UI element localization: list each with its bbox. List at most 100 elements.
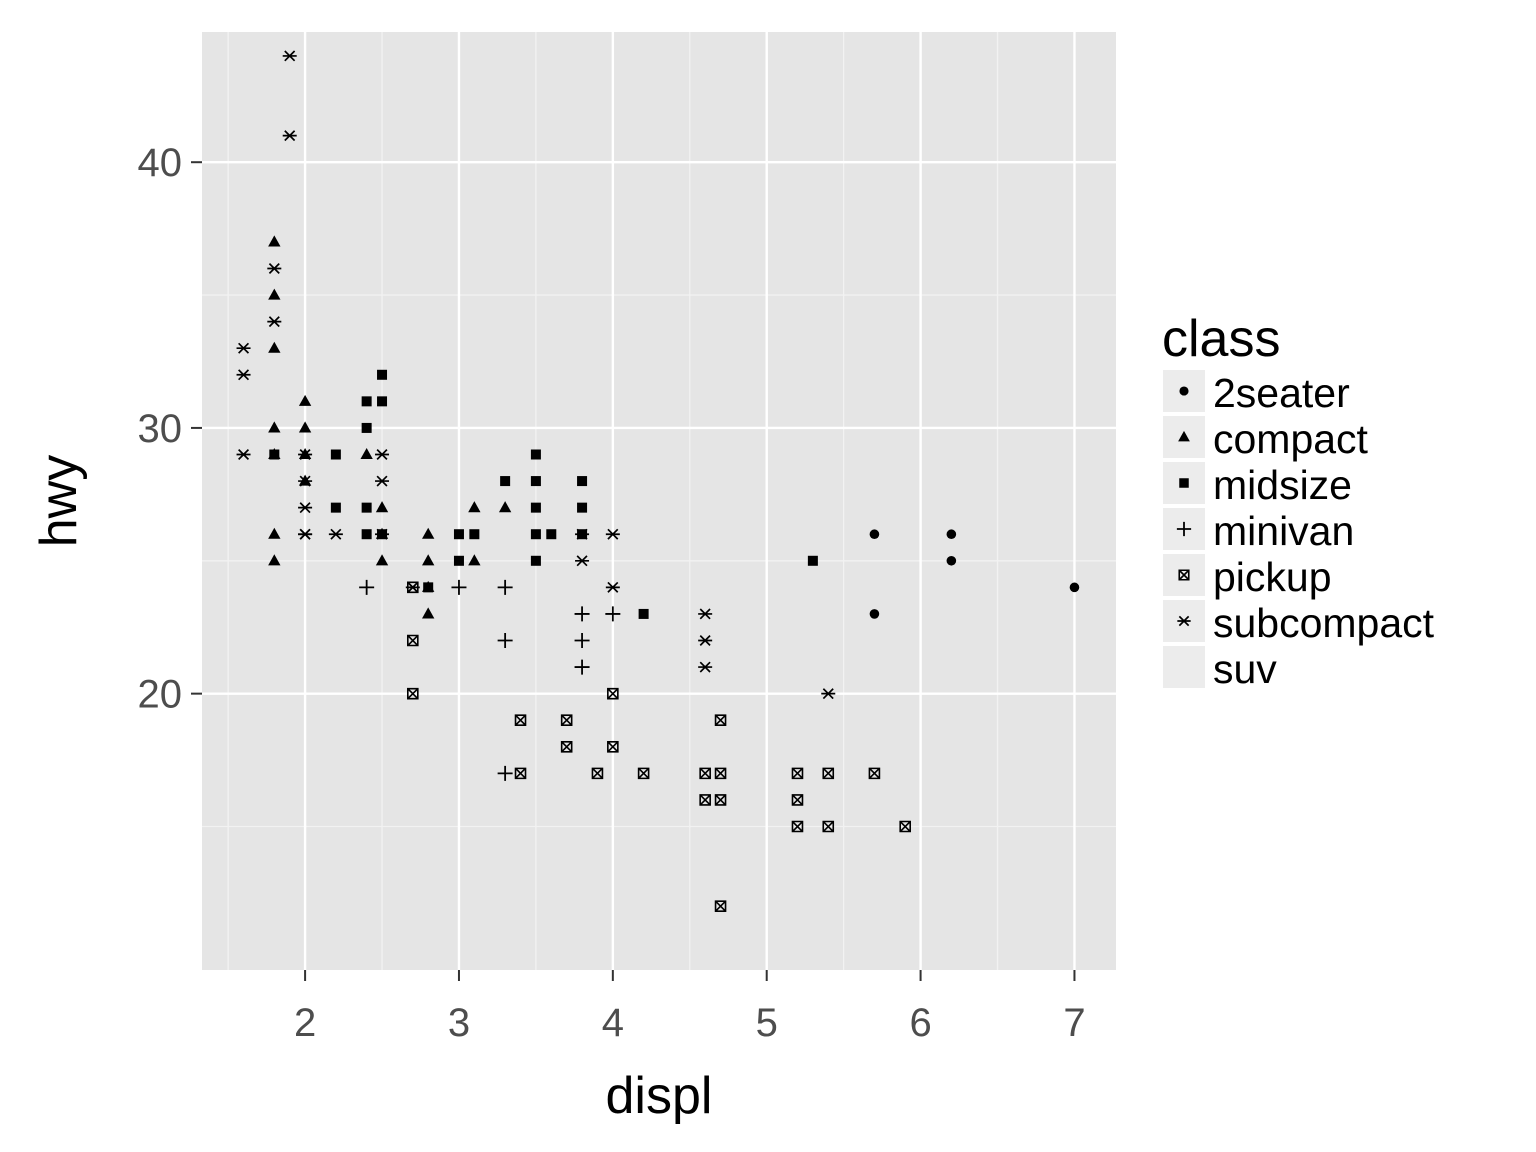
data-point-pickup bbox=[637, 767, 650, 780]
legend-label-2seater: 2seater bbox=[1213, 370, 1350, 416]
data-point-pickup bbox=[899, 820, 911, 833]
data-point-pickup bbox=[714, 794, 727, 806]
data-point-minivan bbox=[497, 579, 513, 595]
legend-symbol-2seater bbox=[1179, 386, 1189, 396]
data-point-pickup bbox=[607, 740, 619, 753]
data-point-pickup bbox=[560, 740, 573, 753]
data-point-pickup bbox=[714, 767, 727, 780]
data-point-minivan bbox=[574, 633, 590, 649]
data-point-subcompact bbox=[605, 528, 620, 540]
data-point-compact bbox=[268, 235, 281, 247]
data-point-compact bbox=[268, 288, 281, 300]
data-point-subcompact bbox=[405, 581, 420, 593]
data-point-compact bbox=[375, 501, 389, 513]
data-point-subcompact bbox=[298, 475, 313, 487]
data-point-midsize bbox=[530, 529, 541, 540]
data-point-pickup bbox=[699, 794, 711, 806]
y-tick-label: 30 bbox=[138, 407, 183, 451]
data-point-pickup bbox=[791, 820, 804, 833]
data-point-compact bbox=[268, 341, 281, 353]
data-point-subcompact bbox=[698, 635, 713, 647]
plot-panel bbox=[202, 32, 1116, 970]
data-point-2seater bbox=[869, 529, 880, 540]
legend-symbol-midsize bbox=[1179, 478, 1189, 488]
legend-label-pickup: pickup bbox=[1213, 554, 1332, 600]
data-point-pickup bbox=[607, 687, 619, 700]
data-point-subcompact bbox=[282, 50, 297, 62]
data-point-pickup bbox=[514, 767, 527, 780]
data-point-minivan bbox=[451, 579, 467, 595]
data-point-pickup bbox=[822, 820, 835, 833]
legend-symbol-minivan bbox=[1176, 521, 1192, 537]
data-point-minivan bbox=[359, 579, 375, 595]
data-point-subcompact bbox=[575, 528, 590, 540]
data-point-midsize bbox=[361, 529, 372, 540]
data-point-minivan bbox=[497, 633, 513, 649]
data-point-pickup bbox=[560, 714, 573, 727]
data-point-midsize bbox=[361, 422, 372, 433]
data-point-pickup bbox=[791, 794, 804, 806]
data-point-pickup bbox=[822, 767, 835, 780]
data-point-midsize bbox=[453, 529, 464, 540]
legend-label-suv: suv bbox=[1213, 646, 1277, 692]
data-point-subcompact bbox=[575, 555, 590, 567]
data-point-compact bbox=[498, 501, 512, 513]
data-point-subcompact bbox=[236, 448, 251, 461]
legend-label-midsize: midsize bbox=[1213, 462, 1352, 508]
data-point-2seater bbox=[946, 555, 957, 566]
data-point-compact bbox=[468, 554, 481, 566]
data-point-midsize bbox=[453, 555, 464, 566]
x-tick-label: 3 bbox=[448, 1001, 470, 1045]
data-point-pickup bbox=[407, 634, 419, 647]
data-point-compact bbox=[422, 607, 435, 619]
data-point-subcompact bbox=[375, 448, 390, 461]
data-point-subcompact bbox=[236, 342, 251, 354]
data-point-midsize bbox=[500, 476, 511, 487]
data-point-subcompact bbox=[698, 608, 713, 620]
x-tick-label: 7 bbox=[1063, 1001, 1085, 1045]
major-gridlines bbox=[202, 32, 1116, 970]
data-points bbox=[236, 50, 1080, 913]
minor-gridlines bbox=[202, 32, 1116, 970]
data-point-subcompact bbox=[267, 316, 282, 328]
data-point-subcompact bbox=[375, 475, 390, 487]
data-point-subcompact bbox=[328, 528, 343, 540]
data-point-midsize bbox=[577, 502, 588, 513]
data-point-subcompact bbox=[375, 528, 390, 540]
data-point-midsize bbox=[530, 476, 541, 487]
data-point-midsize bbox=[377, 369, 388, 380]
data-point-midsize bbox=[546, 529, 557, 540]
legend: class 2seatercompactmidsizeminivanpickup… bbox=[1162, 310, 1435, 692]
x-axis: 2 3 4 5 6 7 bbox=[294, 970, 1086, 1045]
data-point-pickup bbox=[791, 767, 804, 780]
data-point-minivan bbox=[574, 606, 590, 622]
legend-label-minivan: minivan bbox=[1213, 508, 1354, 554]
data-point-midsize bbox=[469, 529, 480, 540]
data-point-compact bbox=[298, 421, 312, 433]
data-point-midsize bbox=[361, 396, 372, 407]
legend-symbol-subcompact bbox=[1177, 615, 1191, 627]
data-point-compact bbox=[360, 447, 373, 460]
data-point-midsize bbox=[638, 608, 649, 619]
y-tick-label: 20 bbox=[138, 673, 183, 717]
data-point-compact bbox=[375, 554, 389, 566]
data-point-compact bbox=[298, 394, 312, 406]
data-point-subcompact bbox=[821, 688, 836, 700]
data-point-midsize bbox=[377, 396, 388, 407]
data-point-2seater bbox=[946, 529, 957, 540]
data-point-subcompact bbox=[298, 528, 313, 540]
data-point-compact bbox=[268, 421, 281, 433]
data-point-pickup bbox=[699, 767, 711, 780]
data-point-pickup bbox=[407, 687, 419, 700]
legend-symbol-pickup bbox=[1178, 569, 1190, 581]
data-point-midsize bbox=[530, 502, 541, 513]
data-point-pickup bbox=[714, 714, 727, 727]
data-point-subcompact bbox=[236, 369, 251, 381]
data-point-pickup bbox=[714, 900, 727, 913]
legend-label-subcompact: subcompact bbox=[1213, 600, 1435, 646]
data-point-minivan bbox=[497, 765, 513, 781]
data-point-subcompact bbox=[605, 581, 620, 593]
data-point-2seater bbox=[869, 609, 880, 619]
legend-label-compact: compact bbox=[1213, 416, 1369, 462]
